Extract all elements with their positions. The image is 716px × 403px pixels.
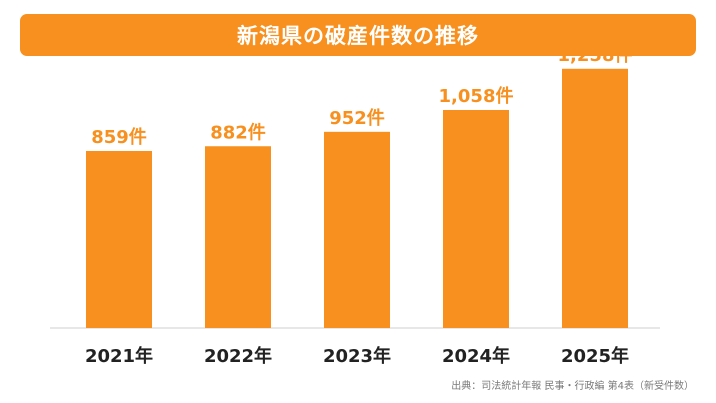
data-label-5: 1,258件 — [558, 44, 633, 66]
bar-1 — [86, 150, 152, 328]
data-label-3: 952件 — [329, 107, 385, 129]
chart-title: 新潟県の破産件数の推移 — [237, 24, 479, 48]
x-tick-label-4: 2024年 — [442, 345, 510, 367]
title-banner: 新潟県の破産件数の推移 — [20, 14, 696, 56]
bar-4 — [443, 109, 509, 328]
x-tick-label-2: 2022年 — [204, 345, 272, 367]
bar-2 — [205, 146, 271, 328]
bar-5 — [562, 68, 628, 328]
source-note: 出典：司法統計年報 民事・行政編 第4表（新受件数） — [451, 381, 694, 392]
data-label-1: 859件 — [91, 126, 147, 148]
bar-3 — [324, 131, 390, 328]
x-tick-label-1: 2021年 — [85, 345, 153, 367]
x-tick-label-5: 2025年 — [561, 345, 629, 367]
data-label-2: 882件 — [210, 121, 266, 143]
data-label-4: 1,058件 — [439, 85, 514, 107]
x-tick-label-3: 2023年 — [323, 345, 391, 367]
